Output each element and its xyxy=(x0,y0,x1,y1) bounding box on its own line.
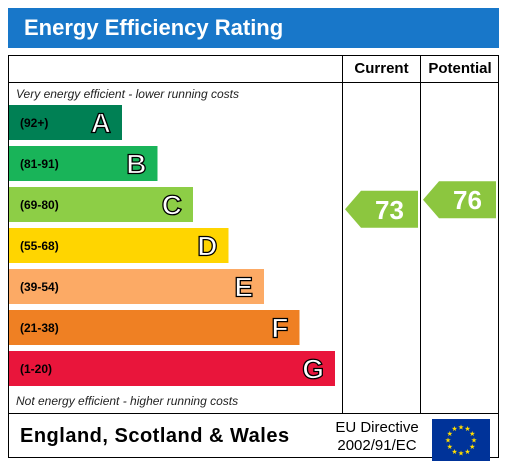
eu-star-icon: ★ xyxy=(464,425,470,433)
divider-current xyxy=(342,55,343,414)
band-bar-g xyxy=(9,351,335,386)
band-range-d: (55-68) xyxy=(20,239,59,253)
band-bar-a xyxy=(9,105,122,140)
band-letter-c: C xyxy=(162,190,182,221)
footer-divider xyxy=(8,413,499,414)
band-letter-d: D xyxy=(197,231,217,262)
footer-country: England, Scotland & Wales xyxy=(20,425,290,447)
eu-star-icon: ★ xyxy=(471,437,477,445)
band-range-b: (81-91) xyxy=(20,157,59,171)
column-header-potential: Potential xyxy=(428,60,492,77)
eu-star-icon: ★ xyxy=(469,443,475,451)
band-bar-d xyxy=(9,228,229,263)
eu-star-icon: ★ xyxy=(469,430,475,438)
eu-star-icon: ★ xyxy=(458,424,464,432)
band-letter-a: A xyxy=(91,108,111,139)
band-bar-e xyxy=(9,269,264,304)
caption-top: Very energy efficient - lower running co… xyxy=(16,87,239,101)
band-bar-f xyxy=(9,310,300,345)
band-letter-b: B xyxy=(126,149,146,180)
eu-star-icon: ★ xyxy=(458,450,464,458)
directive-line-1: EU Directive xyxy=(335,419,419,436)
directive-line-2: 2002/91/EC xyxy=(337,437,417,454)
eu-star-icon: ★ xyxy=(464,448,470,456)
potential-rating-arrow xyxy=(423,181,496,219)
eu-star-icon: ★ xyxy=(447,430,453,438)
current-rating-value: 73 xyxy=(375,195,404,225)
band-bar-b xyxy=(9,146,158,181)
header-row-divider xyxy=(8,82,499,83)
eu-star-icon: ★ xyxy=(445,437,451,445)
band-range-e: (39-54) xyxy=(20,280,59,294)
current-rating-arrow xyxy=(345,190,418,228)
rating-frame xyxy=(8,55,499,458)
band-letter-f: F xyxy=(271,313,288,344)
footer-directive: EU Directive 2002/91/EC xyxy=(322,419,432,455)
band-range-a: (92+) xyxy=(20,116,48,130)
band-letter-e: E xyxy=(234,272,253,303)
chart-title: Energy Efficiency Rating xyxy=(24,15,284,40)
eu-star-icon: ★ xyxy=(447,443,453,451)
eu-flag-icon: ★ ★★★★★★★★★★★ xyxy=(432,419,490,461)
band-range-c: (69-80) xyxy=(20,198,59,212)
caption-bottom: Not energy efficient - higher running co… xyxy=(16,394,239,408)
eu-star-icon: ★ xyxy=(451,425,457,433)
potential-rating-value: 76 xyxy=(453,185,482,215)
band-bar-c xyxy=(9,187,193,222)
band-range-g: (1-20) xyxy=(20,362,52,376)
column-header-current: Current xyxy=(354,60,409,77)
header-bar: Energy Efficiency Rating xyxy=(8,8,499,48)
eu-flag-background xyxy=(432,419,490,461)
band-range-f: (21-38) xyxy=(20,321,59,335)
band-letter-g: G xyxy=(302,354,324,385)
eu-star-icon: ★ xyxy=(451,448,457,456)
divider-potential xyxy=(420,55,421,414)
